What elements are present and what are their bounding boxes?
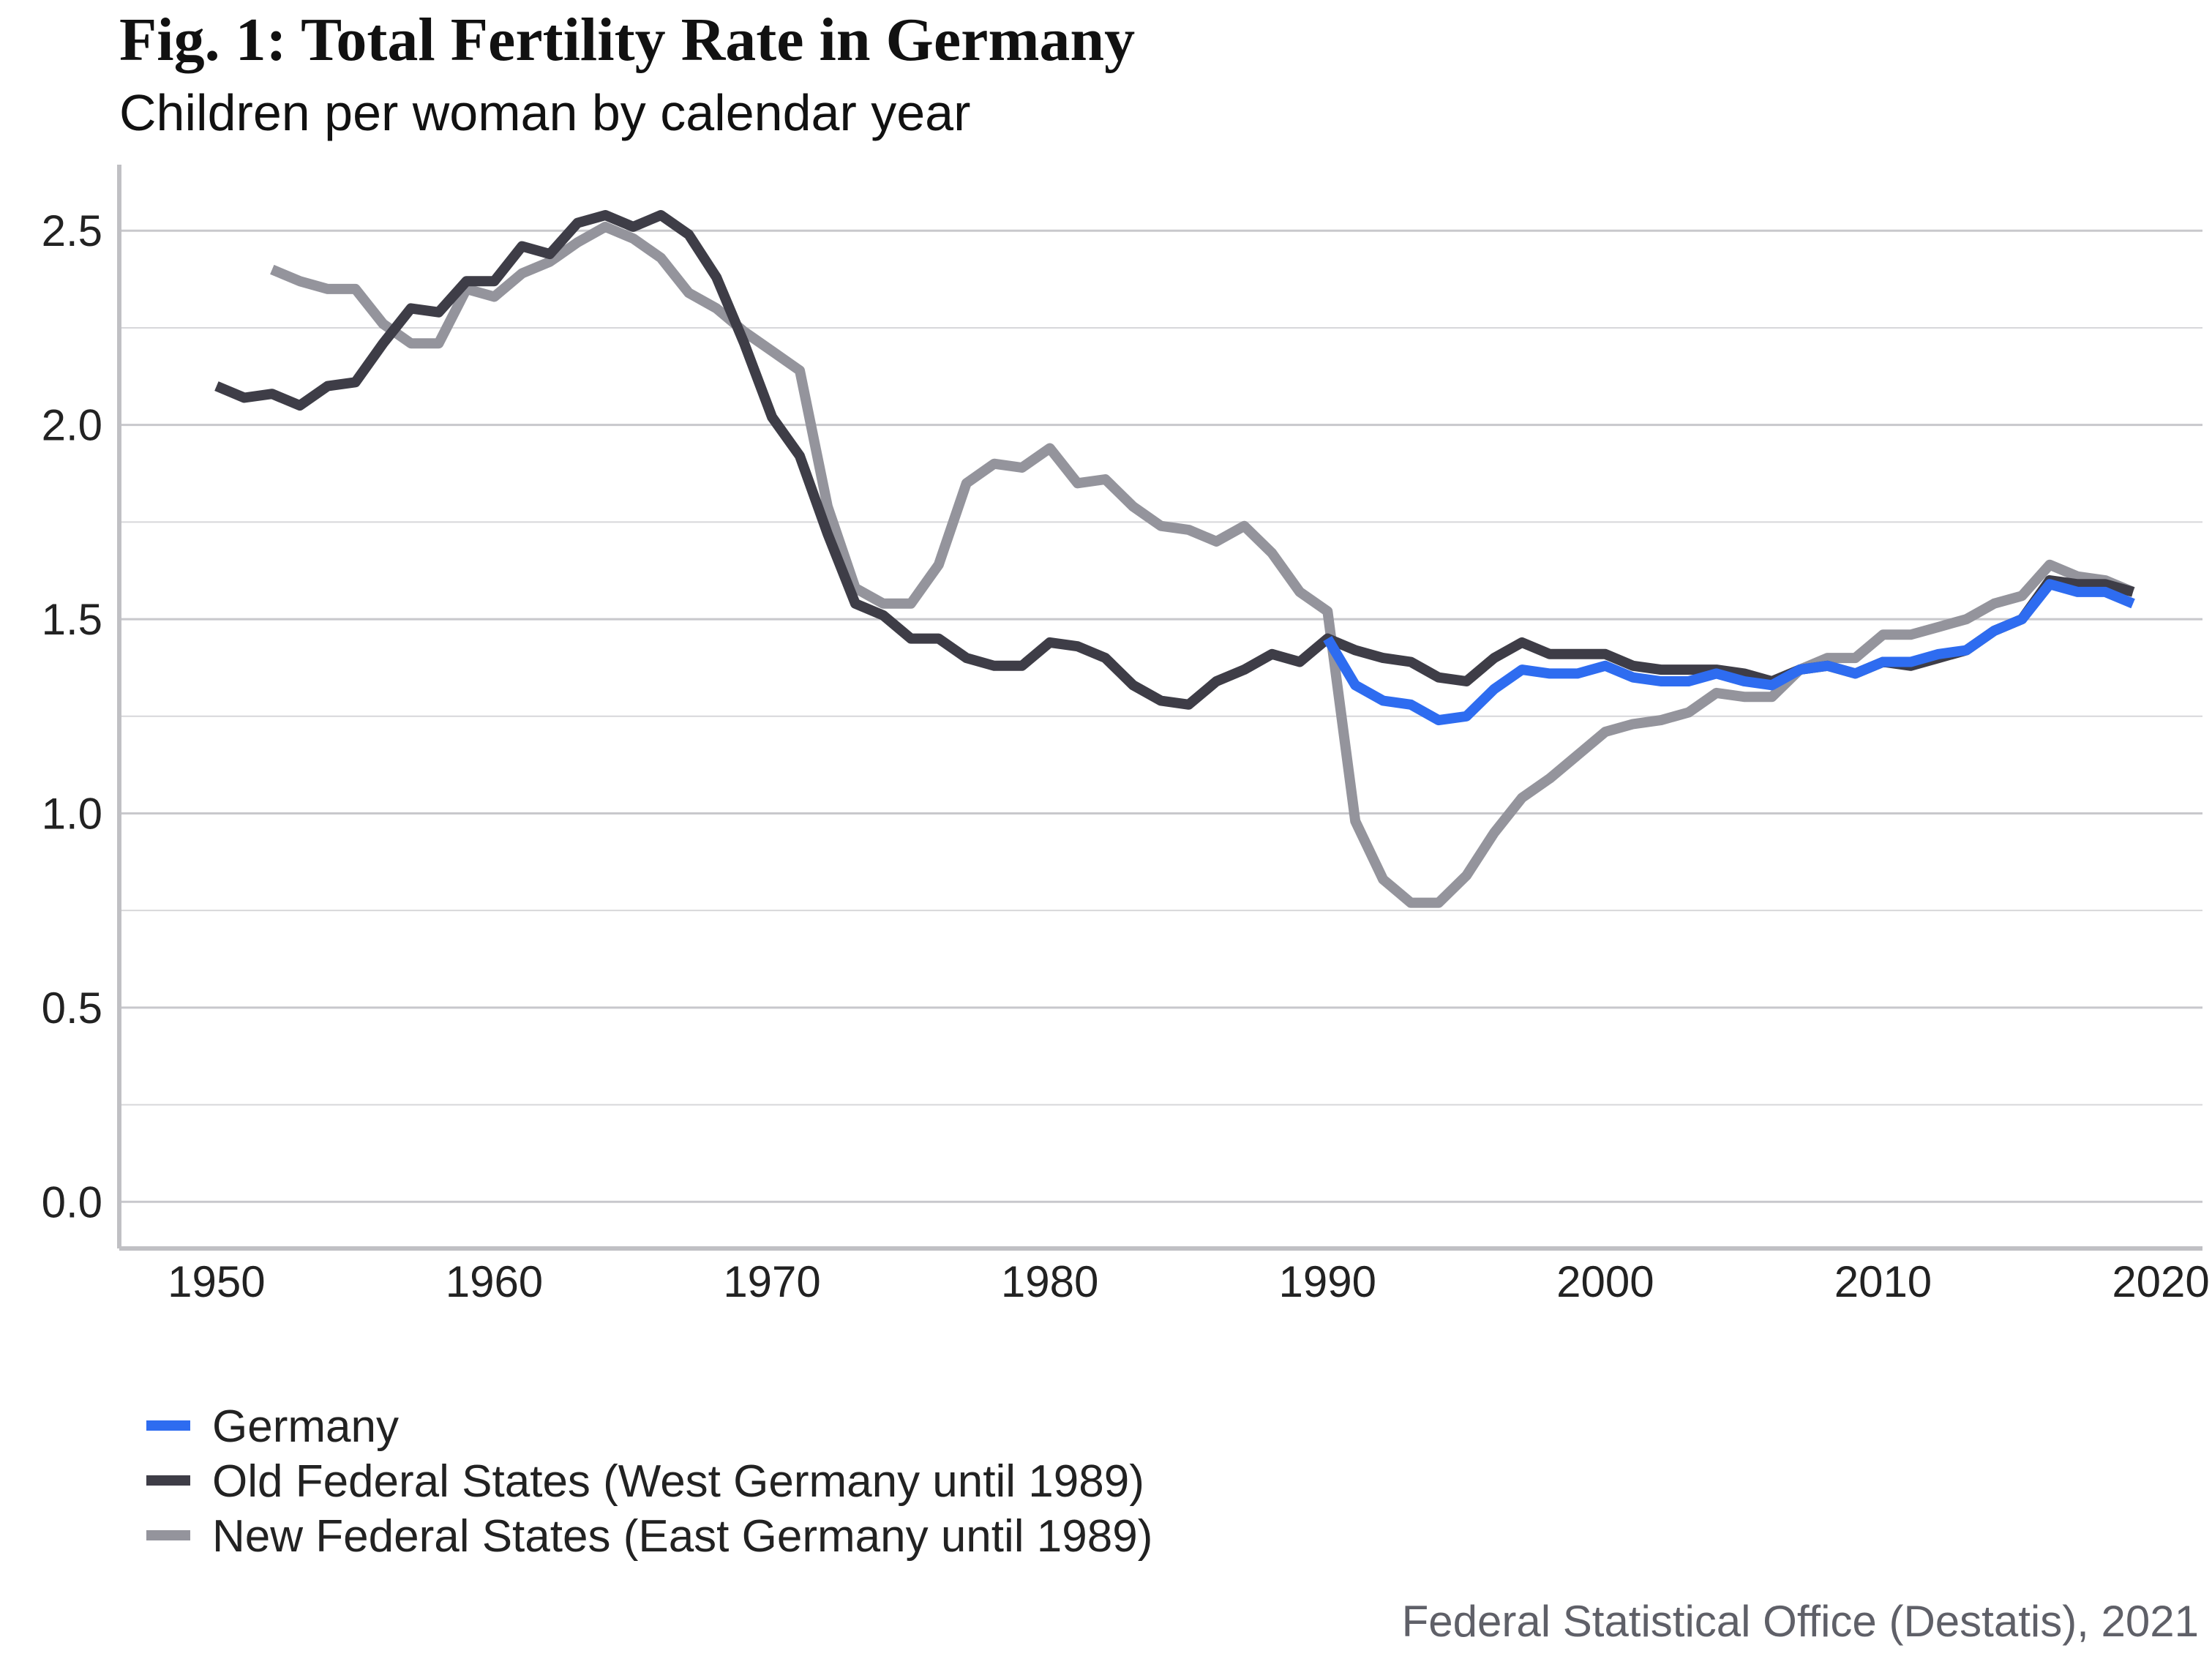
y-tick-label: 0.5: [42, 984, 102, 1033]
legend-label: Old Federal States (West Germany until 1…: [212, 1456, 1144, 1507]
x-tick-label: 1980: [1001, 1257, 1098, 1306]
y-tick-label: 2.5: [42, 206, 102, 255]
source-caption: Federal Statistical Office (Destatis), 2…: [1402, 1597, 2199, 1646]
y-tick-label: 0.0: [42, 1177, 102, 1227]
legend-swatch: [146, 1530, 190, 1540]
x-tick-labels: 1950 1960 1970 1980 1990 2000 2010 2020: [168, 1257, 2210, 1306]
y-tick-labels: 0.0 0.5 1.0 1.5 2.0 2.5: [42, 206, 102, 1227]
x-tick-label: 2020: [2112, 1257, 2209, 1306]
gridlines: [119, 229, 2202, 1203]
legend-label: New Federal States (East Germany until 1…: [212, 1511, 1152, 1562]
x-tick-label: 1970: [723, 1257, 820, 1306]
x-tick-label: 2010: [1834, 1257, 1932, 1306]
series-line-germany: [1323, 579, 2135, 726]
x-tick-label: 2000: [1556, 1257, 1654, 1306]
y-tick-label: 1.0: [42, 789, 102, 838]
series-line-new: [270, 221, 2135, 908]
legend-label: Germany: [212, 1401, 399, 1452]
y-tick-label: 2.0: [42, 401, 102, 450]
legend-swatch: [146, 1475, 190, 1486]
series-lines: [214, 210, 2135, 908]
chart-title: Fig. 1: Total Fertility Rate in Germany: [119, 6, 1135, 74]
x-tick-label: 1960: [446, 1257, 543, 1306]
x-tick-label: 1950: [168, 1257, 265, 1306]
axes: [117, 165, 2202, 1251]
chart-subtitle: Children per woman by calendar year: [119, 84, 970, 141]
legend-swatch: [146, 1420, 190, 1431]
y-tick-label: 1.5: [42, 595, 102, 644]
x-tick-label: 1990: [1279, 1257, 1376, 1306]
